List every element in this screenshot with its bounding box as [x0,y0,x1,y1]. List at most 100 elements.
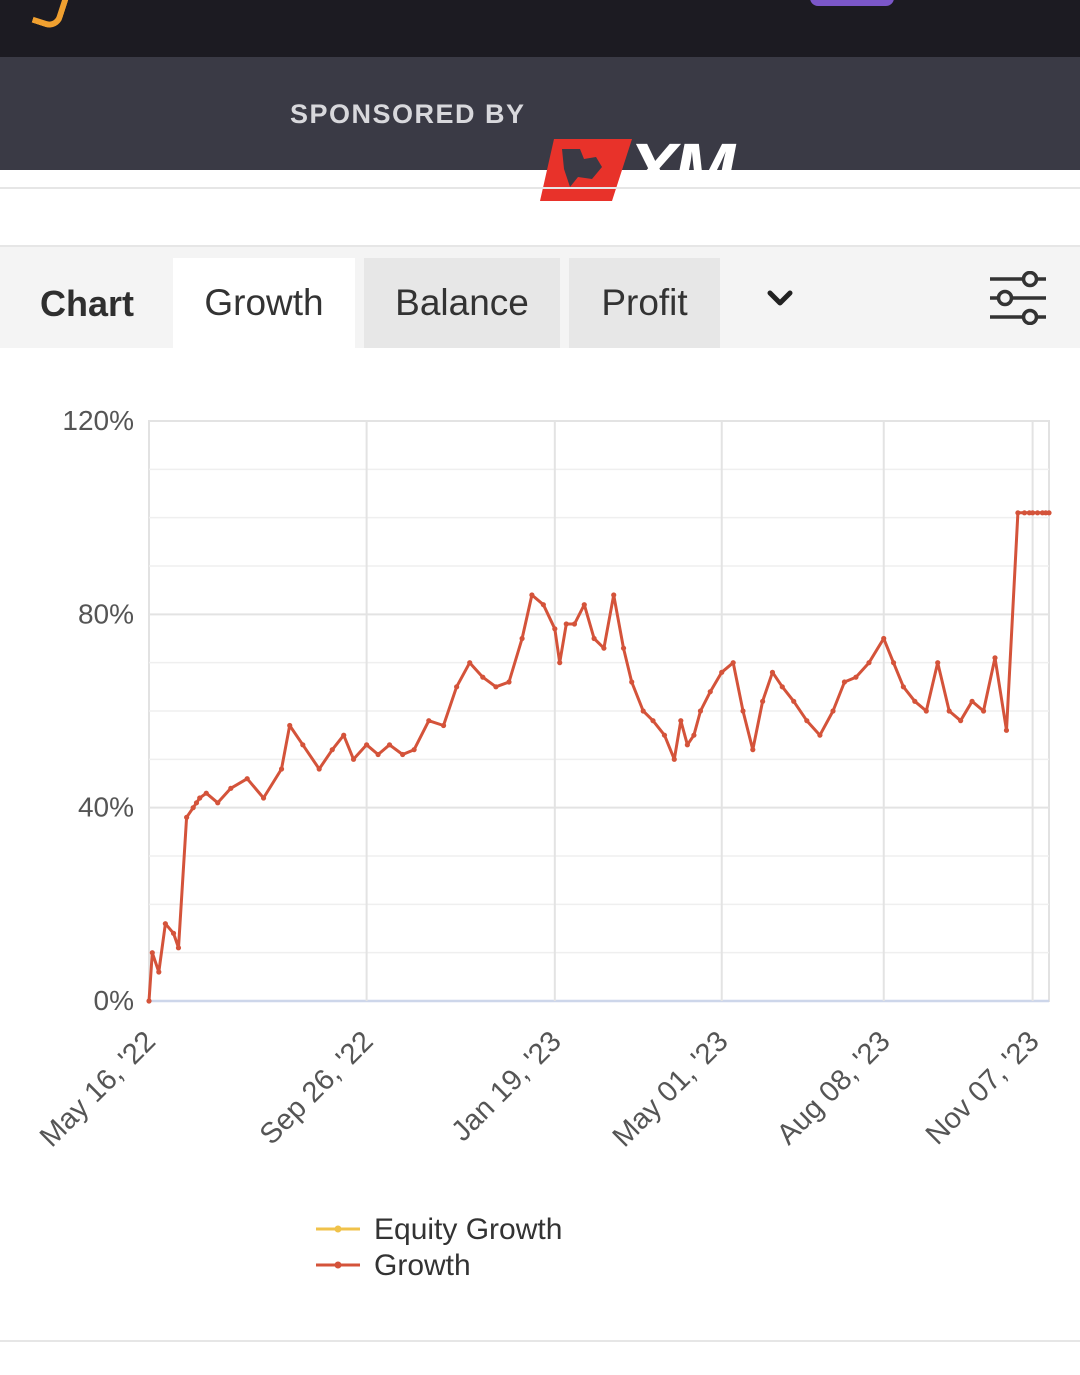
data-point [935,660,941,666]
data-point [506,679,512,685]
data-point [375,751,381,758]
data-point [671,756,677,762]
y-tick-label: 120% [62,405,134,436]
data-point [629,679,635,685]
data-point [1015,510,1021,516]
data-point [467,660,473,666]
y-tick-label: 80% [78,598,134,629]
tab-profit[interactable]: Profit [569,258,720,348]
data-point [364,742,370,748]
data-point [900,684,906,690]
data-point [557,660,563,666]
data-point [980,708,987,714]
data-point [400,751,406,758]
chevron-down-icon[interactable] [762,287,798,311]
x-tick-label: May 16, '22 [34,1025,162,1153]
data-point [620,645,627,651]
data-point [779,684,785,690]
y-tick-label: 0% [94,985,134,1016]
divider [0,187,1080,189]
x-tick-label: May 01, '23 [607,1025,735,1153]
y-axis-ticks: 120% 80% 40% 0% [62,405,134,1016]
data-point [1030,510,1036,516]
data-point [203,790,209,796]
data-point [329,747,335,753]
app-header [0,0,1080,57]
xm-bull-logo-icon [540,139,632,201]
legend-label[interactable]: Equity Growth [374,1213,562,1246]
data-point [540,602,546,608]
data-point [146,998,152,1004]
data-point [912,698,918,704]
data-point [684,742,690,748]
x-tick-label: Nov 07, '23 [920,1025,1046,1151]
divider [0,245,1080,247]
data-point [881,635,887,642]
data-point [760,698,766,704]
data-point [730,660,736,666]
tab-growth[interactable]: Growth [173,258,355,348]
data-point [480,674,486,680]
data-point [769,669,776,675]
legend-marker [334,1225,342,1233]
x-axis-ticks: May 16, '22 Sep 26, '22 Jan 19, '23 May 01,… [34,1025,1046,1153]
data-point [190,805,196,811]
data-point [750,747,756,753]
header-action-button[interactable] [810,0,894,6]
growth-chart: 120% 80% 40% 0% May 16, '22 Sep 26, '22 Jan 1… [34,405,1052,1282]
data-point [830,708,836,714]
data-point [184,814,190,820]
data-point [1034,510,1041,516]
data-point [581,602,587,608]
data-point [958,718,964,724]
data-point [529,592,535,598]
sponsor-banner[interactable]: SPONSORED BY XM [0,57,1080,207]
data-point [197,795,203,801]
data-point [563,621,569,627]
data-point [697,708,704,714]
data-point [1021,510,1028,516]
chart-grid [148,420,1050,1003]
data-point [552,626,558,632]
data-point [591,635,597,642]
data-point [244,776,250,782]
data-point [890,660,897,666]
data-point [228,785,234,791]
data-point [946,708,952,714]
data-point [841,679,848,685]
data-point [300,742,306,748]
legend-label[interactable]: Growth [374,1249,471,1282]
data-point [278,766,285,772]
data-point [519,635,525,642]
divider [0,1340,1080,1342]
brand-logo: XM [628,128,735,211]
data-point [969,698,975,704]
sponsor-label: SPONSORED BY [290,99,526,129]
data-point [923,708,929,714]
data-point [341,732,347,738]
chart-tab-bar: Chart Growth Balance Profit [0,247,1080,348]
data-point [411,747,417,753]
data-point [175,945,182,951]
x-tick-label: Jan 19, '23 [445,1025,567,1147]
logo-fragment [31,0,73,32]
tab-balance[interactable]: Balance [364,258,560,348]
y-tick-label: 40% [78,792,134,823]
data-point [707,689,713,695]
data-point [650,718,656,724]
data-point [350,756,357,762]
data-point [740,708,746,714]
data-point [866,660,872,666]
data-point [611,592,617,598]
data-point [287,722,293,729]
data-point [678,718,684,724]
data-point [156,969,162,975]
data-point [992,655,998,661]
data-point [1003,727,1010,733]
data-point [571,621,578,627]
data-point [804,718,810,724]
series-line-growth [147,511,1049,1002]
sliders-icon[interactable] [988,271,1048,325]
data-point [691,732,697,738]
